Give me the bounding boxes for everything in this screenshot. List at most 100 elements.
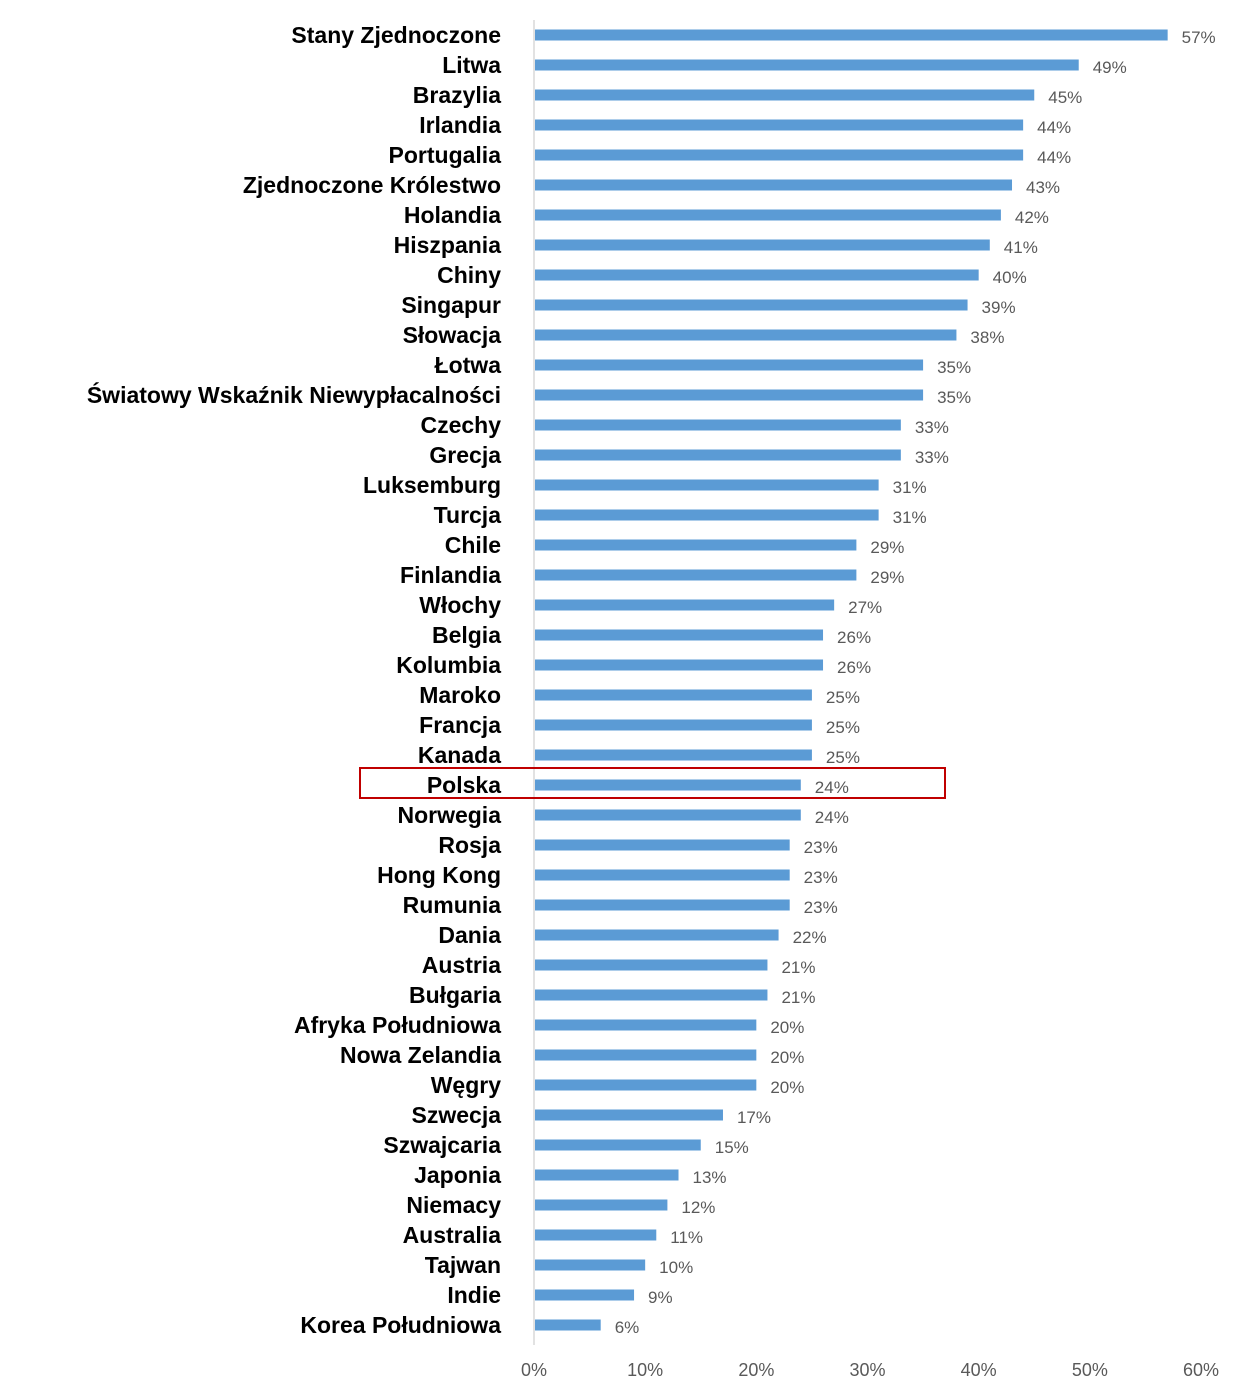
category-label: Chiny xyxy=(437,262,501,288)
highlight-box xyxy=(359,767,946,799)
bar xyxy=(535,659,824,671)
value-label: 25% xyxy=(826,688,860,707)
value-label: 27% xyxy=(848,598,882,617)
value-label: 29% xyxy=(870,568,904,587)
value-label: 12% xyxy=(681,1198,715,1217)
category-label: Stany Zjednoczone xyxy=(291,22,501,48)
bar xyxy=(535,419,901,431)
bar xyxy=(535,479,879,491)
value-label: 40% xyxy=(993,268,1027,287)
value-label: 6% xyxy=(615,1318,640,1337)
value-label: 29% xyxy=(870,538,904,557)
category-label: Maroko xyxy=(419,682,501,708)
category-label: Niemacy xyxy=(406,1192,501,1218)
category-label: Korea Południowa xyxy=(300,1312,501,1338)
value-label: 43% xyxy=(1026,178,1060,197)
bar xyxy=(535,839,790,851)
bar xyxy=(535,1079,757,1091)
category-label: Nowa Zelandia xyxy=(340,1042,501,1068)
category-label: Belgia xyxy=(432,622,501,648)
category-label: Australia xyxy=(403,1222,502,1248)
category-label: Chile xyxy=(445,532,501,558)
category-label: Austria xyxy=(422,952,501,978)
value-label: 24% xyxy=(815,778,849,797)
bar xyxy=(535,179,1013,191)
value-label: 33% xyxy=(915,418,949,437)
value-label: 26% xyxy=(837,628,871,647)
bar xyxy=(535,209,1001,221)
bar xyxy=(535,749,812,761)
value-label: 33% xyxy=(915,448,949,467)
value-label: 20% xyxy=(770,1018,804,1037)
bar xyxy=(535,509,879,521)
category-label: Kanada xyxy=(418,742,501,768)
bar xyxy=(535,89,1035,101)
bar xyxy=(535,1319,601,1331)
bar xyxy=(535,389,924,401)
category-label: Irlandia xyxy=(419,112,501,138)
value-label: 15% xyxy=(715,1138,749,1157)
value-label: 23% xyxy=(804,898,838,917)
value-label: 13% xyxy=(693,1168,727,1187)
category-label: Finlandia xyxy=(400,562,501,588)
category-label: Szwecja xyxy=(412,1102,502,1128)
category-label: Łotwa xyxy=(435,352,502,378)
bar xyxy=(535,989,768,1001)
value-label: 25% xyxy=(826,748,860,767)
value-label: 57% xyxy=(1182,28,1216,47)
category-label: Rosja xyxy=(438,832,501,858)
category-label: Singapur xyxy=(401,292,501,318)
category-label: Czechy xyxy=(420,412,501,438)
x-tick-label: 40% xyxy=(961,1360,997,1380)
category-label: Rumunia xyxy=(403,892,502,918)
value-label: 21% xyxy=(781,988,815,1007)
bar xyxy=(535,539,857,551)
category-label: Szwajcaria xyxy=(383,1132,501,1158)
category-label: Dania xyxy=(438,922,501,948)
x-tick-label: 50% xyxy=(1072,1360,1108,1380)
value-label: 22% xyxy=(793,928,827,947)
bar xyxy=(535,569,857,581)
category-label: Słowacja xyxy=(403,322,502,348)
value-label: 21% xyxy=(781,958,815,977)
category-label: Węgry xyxy=(431,1072,502,1098)
value-label: 39% xyxy=(982,298,1016,317)
value-label: 23% xyxy=(804,838,838,857)
bar xyxy=(535,929,779,941)
bar xyxy=(535,119,1024,131)
category-label: Polska xyxy=(427,772,501,798)
value-label: 41% xyxy=(1004,238,1038,257)
value-label: 26% xyxy=(837,658,871,677)
value-label: 9% xyxy=(648,1288,673,1307)
bar xyxy=(535,1109,723,1121)
value-label: 25% xyxy=(826,718,860,737)
bar xyxy=(535,1259,646,1271)
x-tick-label: 10% xyxy=(627,1360,663,1380)
category-label: Luksemburg xyxy=(363,472,501,498)
value-label: 45% xyxy=(1048,88,1082,107)
bar xyxy=(535,1169,679,1181)
category-label: Litwa xyxy=(442,52,501,78)
bar xyxy=(535,1139,701,1151)
category-label: Grecja xyxy=(429,442,501,468)
category-label: Afryka Południowa xyxy=(294,1012,501,1038)
bar xyxy=(535,239,990,251)
bar xyxy=(535,629,824,641)
value-label: 10% xyxy=(659,1258,693,1277)
category-label: Brazylia xyxy=(413,82,501,108)
category-label: Hiszpania xyxy=(394,232,502,258)
category-label: Kolumbia xyxy=(396,652,501,678)
bar xyxy=(535,719,812,731)
value-label: 31% xyxy=(893,478,927,497)
x-tick-label: 0% xyxy=(521,1360,547,1380)
bar xyxy=(535,59,1079,71)
bar xyxy=(535,359,924,371)
category-label: Norwegia xyxy=(397,802,501,828)
value-label: 49% xyxy=(1093,58,1127,77)
bar xyxy=(535,329,957,341)
bar xyxy=(535,449,901,461)
value-label: 23% xyxy=(804,868,838,887)
bar xyxy=(535,689,812,701)
value-label: 17% xyxy=(737,1108,771,1127)
